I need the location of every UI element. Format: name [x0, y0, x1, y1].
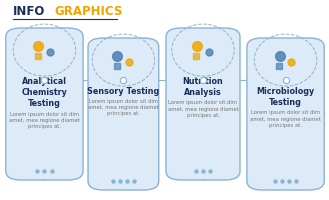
Text: Lorem ipsum dolor sit dim
amet, mea regione diamet
principes at.: Lorem ipsum dolor sit dim amet, mea regi…	[9, 112, 80, 129]
Text: GRAPHICS: GRAPHICS	[54, 5, 123, 18]
Text: INFO: INFO	[13, 5, 45, 18]
Text: Sensory Testing: Sensory Testing	[87, 87, 160, 96]
Text: Nutrition
Analysis: Nutrition Analysis	[183, 77, 223, 97]
Text: Microbiology
Testing: Microbiology Testing	[256, 87, 315, 107]
Text: Lorem ipsum dolor sit dim
amet, mea regione diamet
principes at.: Lorem ipsum dolor sit dim amet, mea regi…	[88, 99, 159, 116]
Text: Analytical
Chemistry
Testing: Analytical Chemistry Testing	[21, 77, 67, 108]
Text: Lorem ipsum dolor sit dim
amet, mea regione diamet
principes at.: Lorem ipsum dolor sit dim amet, mea regi…	[250, 110, 321, 128]
FancyBboxPatch shape	[6, 28, 83, 180]
Text: Lorem ipsum dolor sit dim
amet, mea regione diamet
principes at.: Lorem ipsum dolor sit dim amet, mea regi…	[167, 100, 239, 118]
FancyBboxPatch shape	[247, 38, 324, 190]
FancyBboxPatch shape	[166, 28, 240, 180]
FancyBboxPatch shape	[88, 38, 159, 190]
